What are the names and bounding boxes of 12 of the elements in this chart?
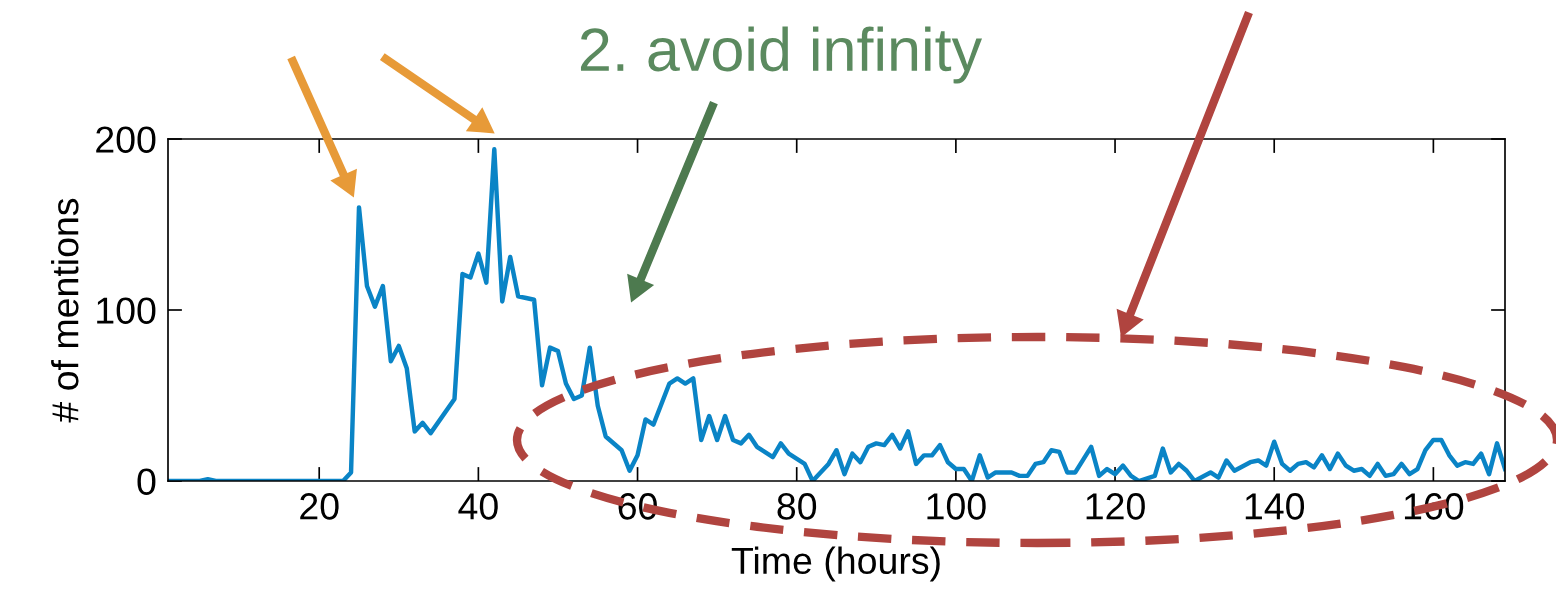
- y-tick-label: 200: [96, 126, 156, 153]
- y-axis-title: # of mentions: [51, 198, 79, 423]
- y-tick-label: 100: [97, 297, 156, 324]
- x-tick-label: 120: [1086, 493, 1145, 520]
- x-axis-title: Time (hours): [731, 546, 940, 582]
- x-tick-label: 100: [927, 493, 986, 520]
- y-tick-label: 0: [137, 468, 156, 495]
- x-tick-label: 20: [300, 493, 339, 520]
- x-tick-label: 40: [458, 493, 498, 520]
- text: 2. avoid infinity: [580, 26, 983, 84]
- x-tick-label: 140: [1245, 493, 1305, 520]
- x-tick-label: 80: [777, 493, 817, 520]
